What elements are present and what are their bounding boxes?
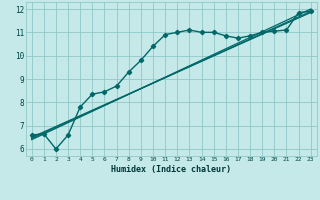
- X-axis label: Humidex (Indice chaleur): Humidex (Indice chaleur): [111, 165, 231, 174]
